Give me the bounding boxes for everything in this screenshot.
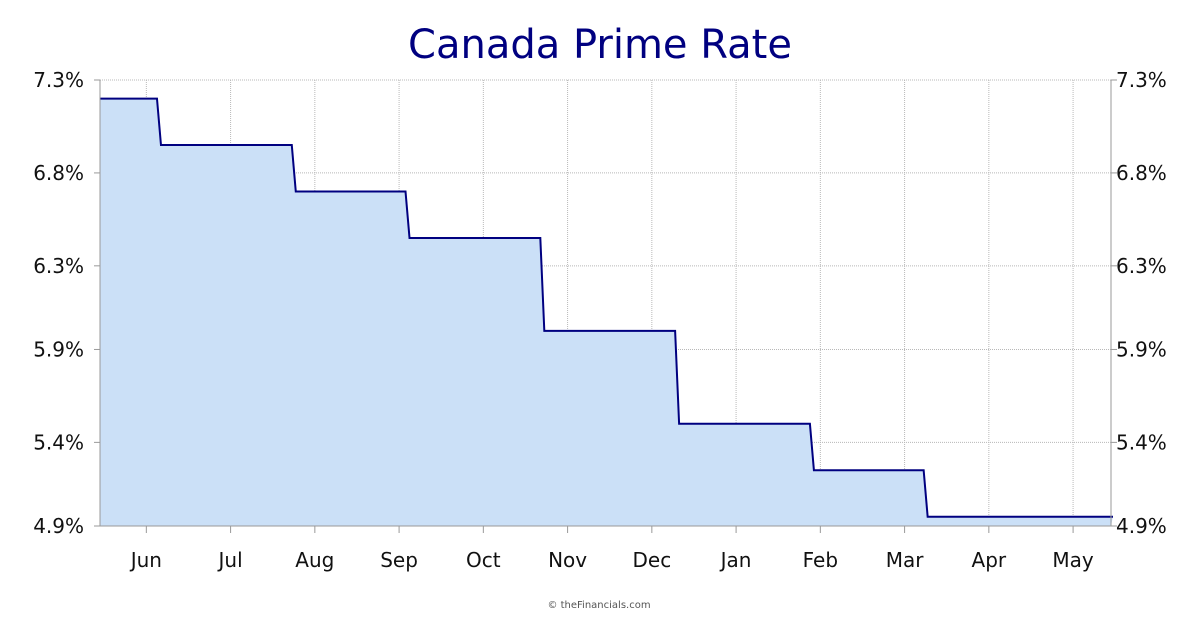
x-tick-label: Jun bbox=[129, 548, 162, 572]
x-tick-label: Apr bbox=[972, 548, 1007, 572]
y-tick-label-left: 7.3% bbox=[33, 68, 84, 92]
axes bbox=[94, 79, 1117, 533]
y-tick-label-right: 5.4% bbox=[1116, 430, 1167, 454]
y-tick-label-right: 5.9% bbox=[1116, 337, 1167, 361]
copyright-footer: © theFinancials.com bbox=[547, 600, 650, 611]
y-tick-label-right: 6.3% bbox=[1116, 254, 1167, 278]
y-tick-label-right: 6.8% bbox=[1116, 161, 1167, 185]
x-tick-label: Nov bbox=[548, 548, 587, 572]
y-tick-label-left: 4.9% bbox=[33, 514, 84, 538]
x-tick-label: Dec bbox=[632, 548, 671, 572]
x-tick-label: Feb bbox=[803, 548, 838, 572]
y-tick-label-left: 5.4% bbox=[33, 430, 84, 454]
x-tick-label: Sep bbox=[380, 548, 418, 572]
y-tick-label-left: 6.8% bbox=[33, 161, 84, 185]
y-tick-label-right: 4.9% bbox=[1116, 514, 1167, 538]
x-tick-label: Oct bbox=[466, 548, 501, 572]
x-tick-label: May bbox=[1052, 548, 1094, 572]
area-fill bbox=[100, 98, 1113, 526]
chart-title: Canada Prime Rate bbox=[408, 22, 792, 68]
y-tick-label-right: 7.3% bbox=[1116, 68, 1167, 92]
tick-labels: 4.9% 4.9% 5.4% 5.4% 5.9% 5.9% 6.3% 6.3% 6.8% 6.8%… bbox=[33, 68, 1167, 572]
y-tick-label-left: 6.3% bbox=[33, 254, 84, 278]
y-tick-label-left: 5.9% bbox=[33, 337, 84, 361]
x-tick-label: Jan bbox=[719, 548, 752, 572]
x-tick-label: Mar bbox=[886, 548, 925, 572]
rate-line bbox=[100, 97, 1113, 518]
x-tick-label: Aug bbox=[295, 548, 334, 572]
x-tick-label: Jul bbox=[217, 548, 243, 572]
